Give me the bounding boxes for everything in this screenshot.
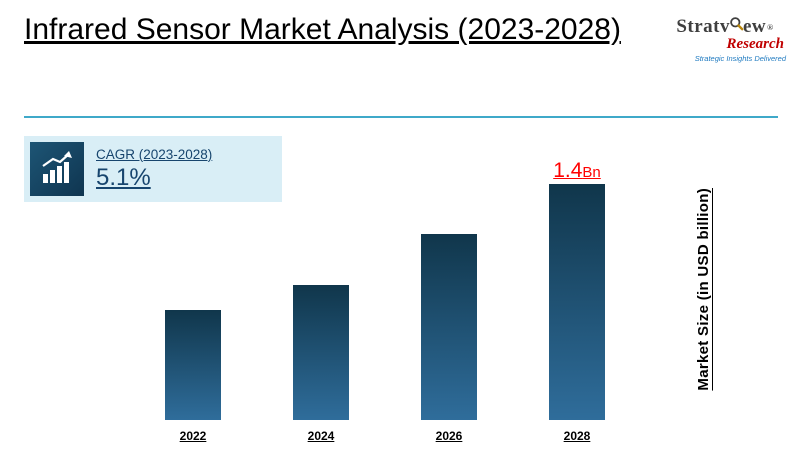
brand-logo: Stratv ew ® Research Strategic Insights … bbox=[660, 16, 790, 63]
bar-column-2022: 2022 bbox=[165, 150, 221, 450]
bar-2024 bbox=[293, 285, 349, 420]
bar-value-label: 1.4Bn bbox=[553, 160, 601, 181]
category-label-2024: 2024 bbox=[307, 429, 335, 443]
page-title: Infrared Sensor Market Analysis (2023-20… bbox=[24, 13, 621, 46]
brand-text-suffix: ew bbox=[743, 16, 767, 37]
bar-2028 bbox=[549, 184, 605, 420]
brand-tagline: Strategic Insights Delivered bbox=[694, 54, 786, 63]
brand-name: Stratv ew ® bbox=[660, 16, 790, 38]
brand-text-prefix: Stratv bbox=[676, 16, 730, 37]
category-label-2022: 2022 bbox=[179, 429, 207, 443]
magnifier-icon bbox=[729, 15, 744, 37]
cagr-label: CAGR (2023-2028) bbox=[96, 146, 213, 162]
bar-column-2024: 2024 bbox=[293, 150, 349, 450]
category-label-2028: 2028 bbox=[563, 429, 591, 443]
cagr-text: CAGR (2023-2028) 5.1% bbox=[84, 147, 212, 192]
cagr-callout: CAGR (2023-2028) 5.1% bbox=[24, 136, 282, 202]
y-axis-label: Market Size (in USD billion) bbox=[695, 188, 712, 391]
growth-chart-icon bbox=[30, 142, 84, 196]
bar-value-number: 1.4 bbox=[553, 159, 583, 182]
bar-column-2026: 2026 bbox=[421, 150, 477, 450]
cagr-value: 5.1% bbox=[96, 163, 151, 191]
bar-2026 bbox=[421, 234, 477, 420]
bar-chart: 2022 2024 2026 1.4Bn 2028 bbox=[165, 150, 605, 450]
bar-column-2028: 1.4Bn 2028 bbox=[549, 150, 605, 450]
bar-2022 bbox=[165, 310, 221, 420]
category-label-2026: 2026 bbox=[435, 429, 463, 443]
header-divider bbox=[24, 116, 778, 118]
bar-value-unit: Bn bbox=[582, 164, 601, 181]
brand-name-research: Research bbox=[726, 36, 785, 52]
registered-mark: ® bbox=[767, 22, 774, 32]
